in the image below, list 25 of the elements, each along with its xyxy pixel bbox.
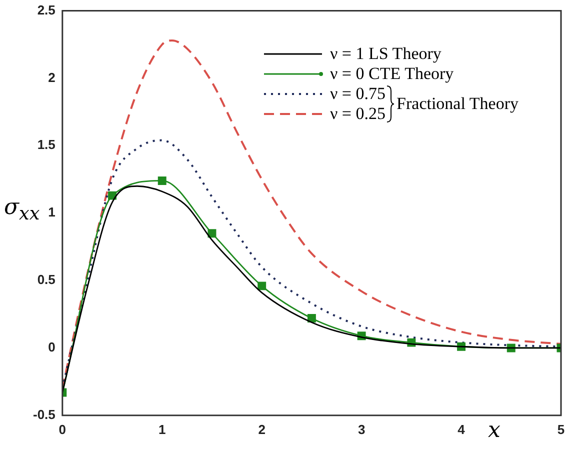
annotation: Fractional Theory [396,94,518,114]
x-tick-label: 5 [557,422,565,437]
legend-label: ν = 1 LS Theory [330,44,442,64]
legend-label: ν = 0.75 [330,84,386,104]
y-tick-label: 1 [48,204,56,220]
x-tick-label: 1 [158,422,166,437]
point [307,314,316,323]
point [158,176,166,185]
y-tick-label: 0.5 [37,272,56,288]
point [108,191,116,200]
x-tick-label: 3 [358,422,366,437]
y-tick-label: -0.5 [32,406,56,422]
y-tick-label: 2.5 [37,2,56,18]
y-tick-label: 0 [48,340,56,355]
x-tick-label: 4 [458,422,466,437]
legend-label: ν = 0 CTE Theory [330,64,454,84]
point [208,229,216,238]
x-axis-title: x [488,418,500,443]
point [258,282,266,290]
x-tick-label: 0 [58,422,66,437]
y-tick-label: 1.5 [37,137,56,152]
y-axis-title: σ$_{xx}$ [4,195,40,224]
legend-label: ν = 0.25 [330,104,386,124]
y-tick-label: 2 [48,70,56,85]
x-tick-label: 2 [258,422,266,437]
